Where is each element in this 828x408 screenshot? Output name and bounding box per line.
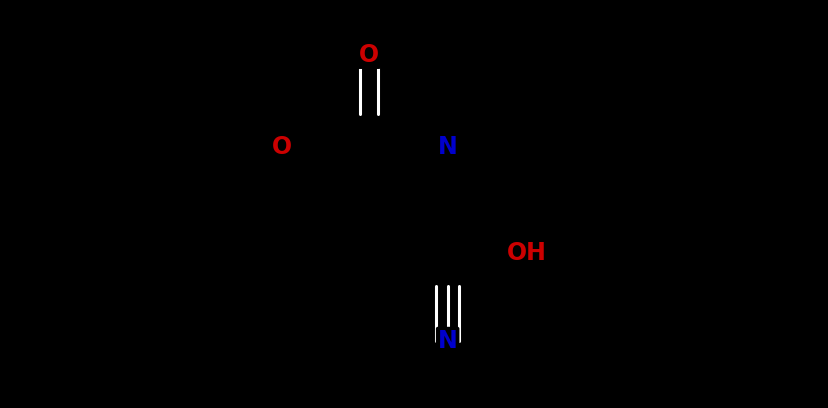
Text: OH: OH — [506, 241, 546, 265]
Text: N: N — [437, 135, 457, 159]
Text: N: N — [437, 329, 457, 353]
Text: O: O — [272, 135, 291, 159]
Text: O: O — [359, 43, 378, 67]
